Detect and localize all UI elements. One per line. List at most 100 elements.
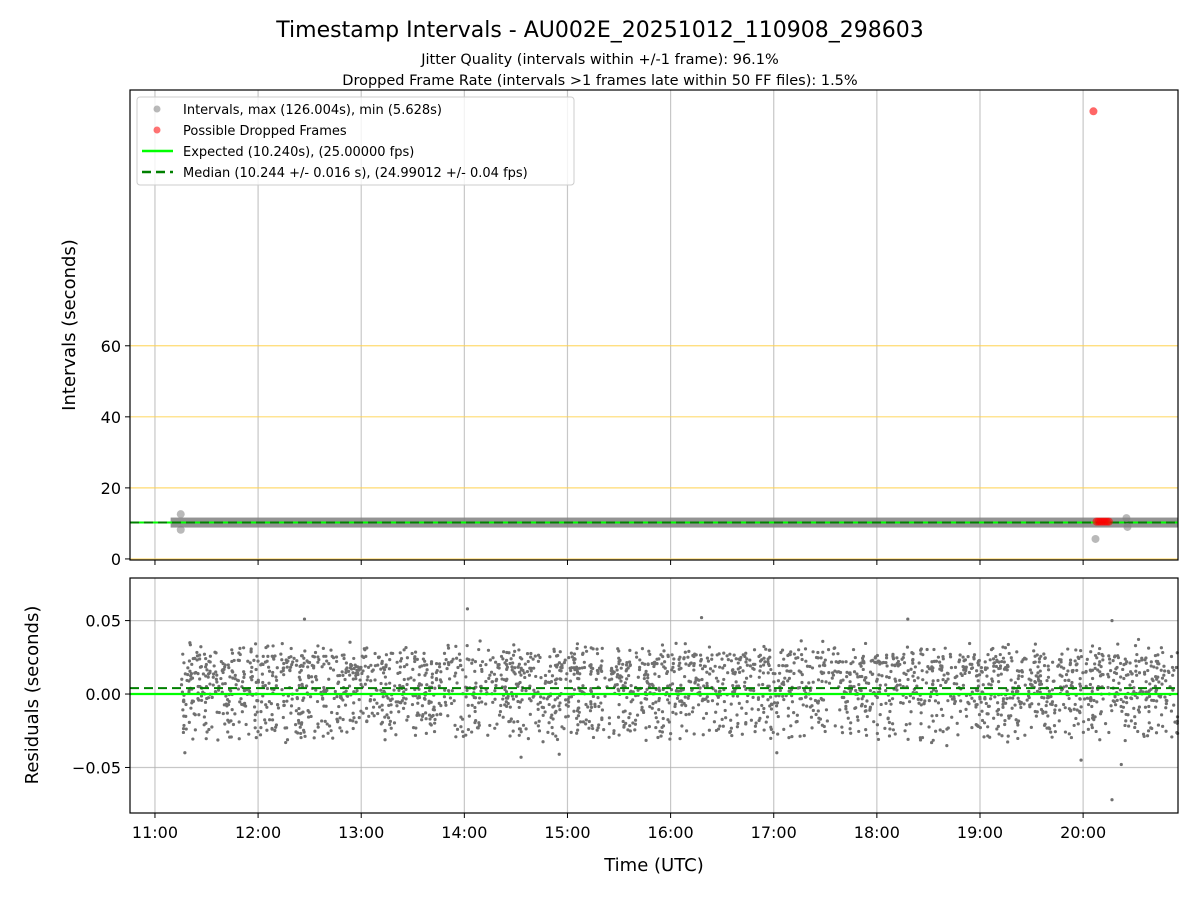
residual-point <box>874 655 878 659</box>
residual-point <box>864 676 868 680</box>
residual-point <box>1022 702 1026 706</box>
residual-point <box>550 713 554 717</box>
residual-point <box>1049 702 1053 706</box>
residual-point <box>790 735 794 739</box>
residual-point <box>350 667 354 671</box>
residual-point <box>359 709 363 713</box>
residual-point <box>1119 762 1123 767</box>
residual-point <box>994 654 998 659</box>
residual-point <box>799 653 804 657</box>
residual-point <box>1130 679 1135 684</box>
x-tick-label: 14:00 <box>441 823 487 842</box>
residual-point <box>798 685 802 690</box>
residual-point <box>229 735 233 739</box>
residual-point <box>714 710 718 714</box>
residual-point <box>576 728 580 732</box>
residual-point <box>829 660 834 664</box>
residual-point <box>903 729 907 733</box>
residual-point <box>564 715 568 719</box>
residual-point <box>687 649 691 653</box>
residual-point <box>651 684 655 688</box>
residual-point <box>1153 684 1157 688</box>
residual-point <box>890 722 895 726</box>
residual-point <box>1122 676 1126 681</box>
residual-point <box>1050 700 1055 704</box>
residual-point <box>868 705 872 709</box>
residual-point <box>646 662 650 666</box>
residual-point <box>616 687 620 691</box>
residual-point <box>189 706 193 710</box>
residual-point <box>922 702 926 706</box>
residual-point <box>365 719 369 724</box>
residual-point <box>674 641 678 645</box>
residual-point <box>618 658 622 662</box>
residual-point <box>328 666 333 670</box>
residual-point <box>298 670 302 674</box>
residual-point <box>310 680 314 684</box>
residual-point <box>1153 653 1158 658</box>
residual-point <box>715 702 720 706</box>
residual-point <box>576 699 581 703</box>
residual-point <box>241 680 245 684</box>
residual-point <box>555 696 560 700</box>
residual-point <box>230 659 234 664</box>
residual-point <box>952 681 956 686</box>
residual-point <box>589 705 594 709</box>
residual-point <box>893 677 897 681</box>
residual-point <box>1159 713 1164 717</box>
residual-point <box>883 726 887 730</box>
residual-point <box>549 715 553 720</box>
residual-point <box>1096 668 1100 672</box>
residual-point <box>792 711 796 715</box>
residual-point <box>237 737 241 741</box>
residual-point <box>644 669 648 673</box>
residual-point <box>1034 674 1038 678</box>
residual-point <box>368 699 372 703</box>
residuals-frame <box>129 577 1179 814</box>
residual-point <box>651 702 655 706</box>
residual-point <box>848 680 852 684</box>
residual-point <box>1070 680 1074 685</box>
residual-point <box>725 654 729 658</box>
residual-point <box>1101 658 1105 662</box>
residual-point <box>1000 659 1004 664</box>
residual-point <box>422 663 427 667</box>
residual-point <box>290 697 294 701</box>
residual-point <box>230 708 234 712</box>
residual-point <box>477 723 481 727</box>
residual-point <box>777 663 781 668</box>
residual-point <box>734 657 738 661</box>
residual-point <box>315 678 319 682</box>
residual-point <box>941 713 945 718</box>
residual-point <box>970 690 974 694</box>
residual-point <box>301 698 305 702</box>
residual-point <box>925 647 929 652</box>
residual-point <box>863 704 867 708</box>
residual-point <box>554 734 558 738</box>
residual-point <box>680 724 684 728</box>
residual-point <box>718 724 722 728</box>
residual-point <box>1001 705 1005 709</box>
residual-point <box>363 664 367 668</box>
residual-point <box>842 690 846 694</box>
residual-point <box>860 674 864 679</box>
residual-point <box>338 716 342 720</box>
residual-point <box>388 719 392 723</box>
residual-point <box>946 677 950 681</box>
residual-point <box>1090 725 1094 730</box>
residual-point <box>354 677 358 681</box>
residual-point <box>207 659 211 663</box>
residual-point <box>389 710 393 714</box>
residual-point <box>1059 660 1063 664</box>
residual-point <box>622 688 626 693</box>
residual-point <box>524 688 528 693</box>
residual-point <box>1120 709 1124 713</box>
residual-point <box>546 680 551 684</box>
residual-point <box>787 652 791 656</box>
residual-point <box>1090 689 1094 694</box>
residual-point <box>253 642 258 646</box>
residual-point <box>260 672 264 676</box>
residual-point <box>864 728 868 732</box>
residual-point <box>617 662 621 666</box>
residual-point <box>230 651 235 655</box>
